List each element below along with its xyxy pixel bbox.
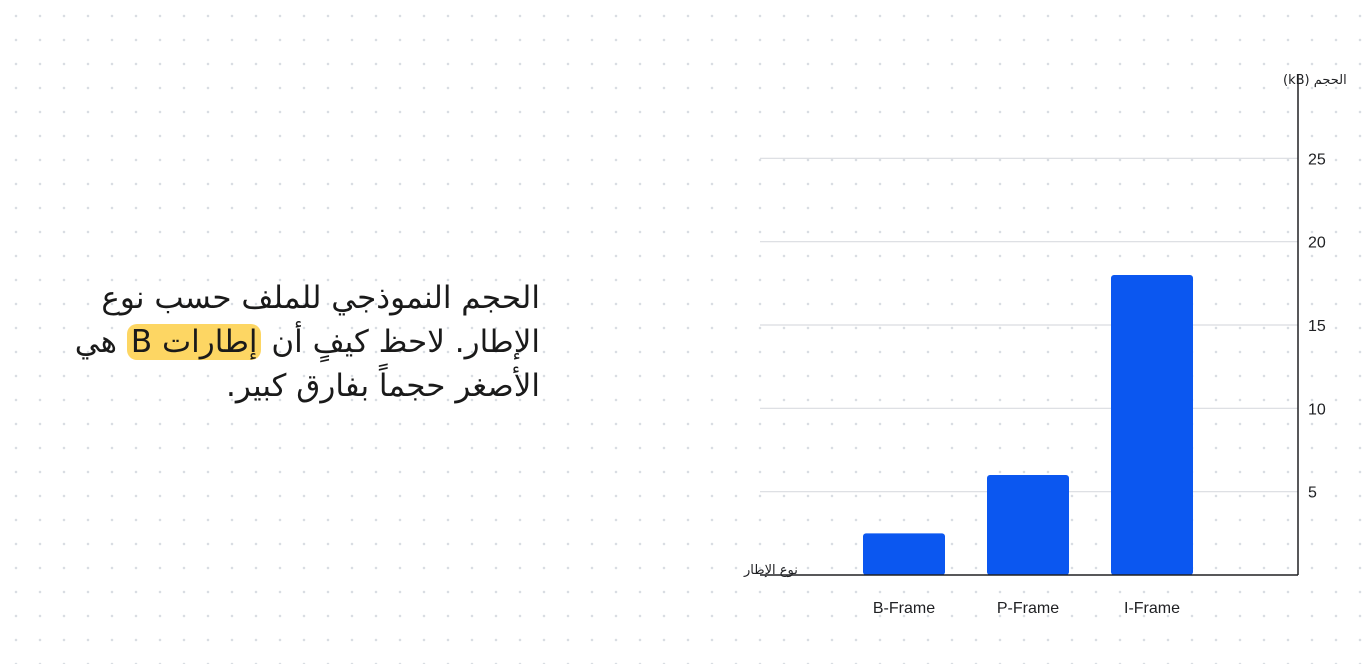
category-label: P-Frame bbox=[997, 600, 1059, 617]
bar-p-frame bbox=[987, 475, 1069, 575]
category-label: I-Frame bbox=[1124, 600, 1180, 617]
y-axis-title: الحجم (kB) bbox=[1283, 73, 1347, 88]
bar-i-frame bbox=[1111, 275, 1193, 575]
y-tick-labels: 5 10 15 20 25 bbox=[1308, 151, 1326, 501]
description-part-1: الحجم النموذجي للملف حسب نوع الإطار. لاح… bbox=[101, 280, 540, 360]
bar-b-frame bbox=[863, 533, 945, 575]
category-label: B-Frame bbox=[873, 600, 935, 617]
y-tick-label: 20 bbox=[1308, 235, 1326, 252]
highlight-b-frames: إطارات B bbox=[126, 324, 262, 360]
y-tick-label: 15 bbox=[1308, 318, 1326, 335]
y-tick-label: 10 bbox=[1308, 401, 1326, 418]
grid-lines bbox=[760, 157, 1298, 493]
bars bbox=[863, 275, 1193, 575]
y-tick-label: 5 bbox=[1308, 485, 1317, 502]
description-text: الحجم النموذجي للملف حسب نوع الإطار. لاح… bbox=[30, 276, 540, 408]
description-part-2: هي الأصغر حجماً بفارق كبير. bbox=[74, 324, 540, 404]
y-tick-label: 25 bbox=[1308, 151, 1326, 168]
x-axis-title: نوع الإطار bbox=[743, 563, 798, 578]
category-labels: B-Frame P-Frame I-Frame bbox=[873, 600, 1180, 617]
